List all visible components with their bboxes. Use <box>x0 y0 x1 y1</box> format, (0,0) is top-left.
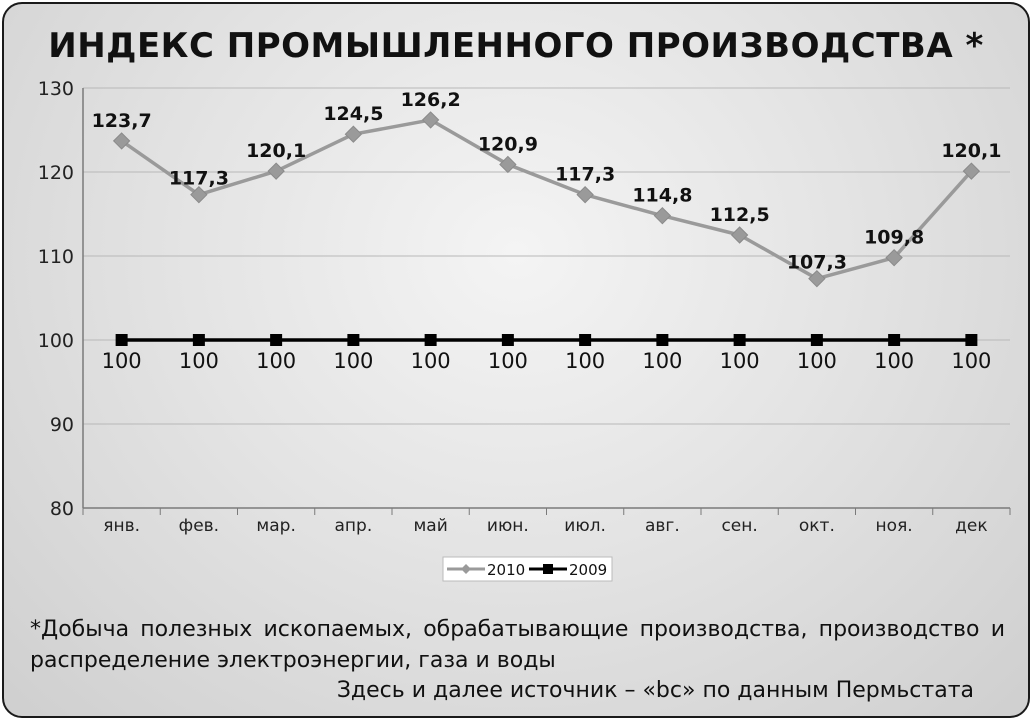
legend-2010-label: 2010 <box>487 561 525 579</box>
source-note: Здесь и далее источник – «bc» по данным … <box>336 678 974 703</box>
x-tick-label: окт. <box>799 516 835 536</box>
series-2009-point <box>270 334 283 346</box>
data-label-2009: 100 <box>102 349 142 373</box>
data-label-2009: 100 <box>179 349 219 373</box>
footnote: *Добыча полезных ископаемых, обрабатываю… <box>30 617 1005 673</box>
series-2010-point <box>730 226 749 244</box>
series-2010-point <box>576 185 594 204</box>
x-tick-label: фев. <box>179 516 219 536</box>
x-tick-label: июн. <box>487 516 529 536</box>
data-label-2009: 100 <box>565 349 605 373</box>
series-2009-point <box>192 334 205 346</box>
series-2009-point <box>965 334 978 346</box>
series-2009-point <box>424 334 437 346</box>
data-label-2009: 100 <box>874 349 914 373</box>
data-label-2010: 109,8 <box>864 227 924 249</box>
data-label-2010: 107,3 <box>787 252 847 274</box>
series-2010-point <box>190 185 208 204</box>
legend-2010-marker <box>461 564 471 574</box>
data-label-2009: 100 <box>256 349 296 373</box>
y-tick-label: 90 <box>50 414 74 436</box>
y-tick-label: 130 <box>38 78 74 100</box>
chart-title: ИНДЕКС ПРОМЫШЛЕННОГО ПРОИЗВОДСТВА * <box>48 26 984 66</box>
data-label-2009: 100 <box>797 349 837 373</box>
data-label-2009: 100 <box>333 349 373 373</box>
series-2009-point <box>888 334 901 346</box>
data-label-2010: 120,1 <box>246 140 306 162</box>
x-tick-label: май <box>413 516 447 536</box>
data-label-2010: 112,5 <box>710 204 770 226</box>
series-2010-point <box>653 206 672 225</box>
data-label-2009: 100 <box>720 349 760 373</box>
data-label-2010: 117,3 <box>169 168 229 190</box>
series-2009-point <box>810 334 823 346</box>
series-2009-point <box>579 334 592 346</box>
series-2010-point <box>344 125 363 143</box>
legend-2009-label: 2009 <box>569 561 607 579</box>
data-label-2010: 117,3 <box>555 164 615 186</box>
data-label-2010: 126,2 <box>401 89 461 111</box>
x-tick-label: авг. <box>645 516 680 536</box>
data-label-2010: 124,5 <box>323 103 383 125</box>
x-tick-label: июл. <box>564 516 606 536</box>
y-tick-label: 120 <box>38 162 74 184</box>
series-2010-point <box>112 132 131 150</box>
data-label-2009: 100 <box>951 349 991 373</box>
series-2010-point <box>885 248 903 267</box>
y-tick-label: 100 <box>38 330 74 352</box>
data-label-2009: 100 <box>411 349 451 373</box>
x-tick-label: апр. <box>335 516 373 536</box>
series-2009-point <box>501 334 514 346</box>
series-2010-point <box>499 155 517 174</box>
series-2010-line <box>120 118 973 281</box>
series-2009-point <box>656 334 669 346</box>
data-label-2010: 123,7 <box>92 110 152 132</box>
series-2010-point <box>808 269 826 288</box>
x-tick-label: дек <box>955 516 987 536</box>
data-label-2009: 100 <box>642 349 682 373</box>
x-tick-label: ноя. <box>876 516 913 536</box>
data-label-2010: 114,8 <box>632 185 692 207</box>
series-2009-point <box>347 334 360 346</box>
x-tick-label: янв. <box>103 516 140 536</box>
data-label-2009: 100 <box>488 349 528 373</box>
series-2009-point <box>733 334 746 346</box>
series-2010-point <box>962 162 981 180</box>
x-tick-label: мар. <box>256 516 295 536</box>
data-label-2010: 120,1 <box>941 140 1001 162</box>
series-2010-point <box>421 111 440 129</box>
series-2010-point <box>267 162 285 180</box>
x-tick-label: сен. <box>721 516 757 536</box>
y-tick-label: 80 <box>50 498 74 520</box>
y-tick-label: 110 <box>38 246 74 268</box>
data-label-2010: 120,9 <box>478 133 538 155</box>
legend-2009-marker <box>543 564 553 574</box>
series-2009-point <box>115 334 128 346</box>
